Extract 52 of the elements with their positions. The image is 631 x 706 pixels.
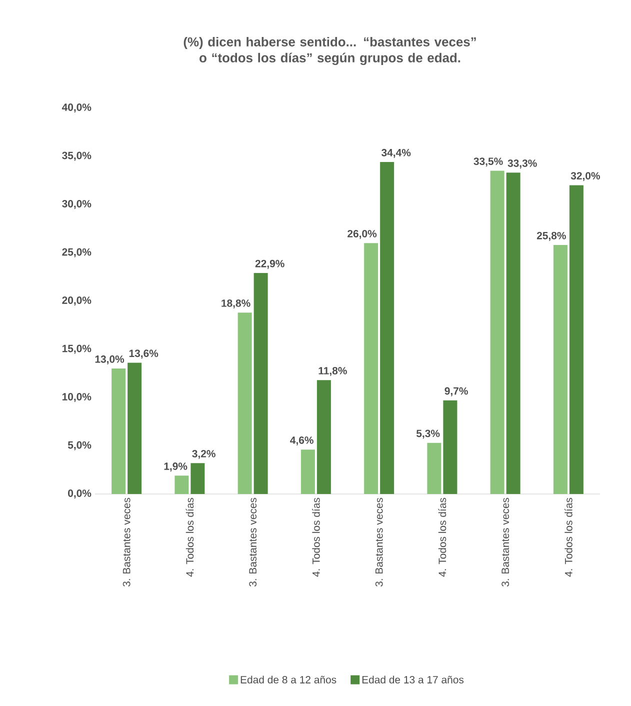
data-label: 1,9% bbox=[164, 462, 188, 472]
bar bbox=[238, 312, 252, 494]
bar bbox=[427, 442, 442, 494]
bar bbox=[300, 450, 315, 494]
bar bbox=[490, 170, 504, 494]
data-label: 33,3% bbox=[508, 160, 537, 168]
data-label: 25,8% bbox=[536, 232, 566, 241]
data-label: 26,0% bbox=[348, 230, 377, 239]
bar bbox=[112, 368, 126, 494]
data-label: 9,7% bbox=[444, 387, 468, 396]
x-tick-label: 3. Bastantes veces bbox=[502, 498, 510, 586]
y-tick-label: 30,0% bbox=[62, 200, 92, 209]
x-tick-label: 3. Bastantes veces bbox=[249, 498, 257, 586]
y-tick-label: 25,0% bbox=[62, 248, 92, 258]
data-label: 3,2% bbox=[192, 450, 216, 459]
y-tick-label: 40,0% bbox=[62, 104, 92, 112]
legend-label: Edad de 8 a 12 años bbox=[240, 676, 336, 684]
bar bbox=[443, 400, 458, 494]
data-label: 13,0% bbox=[95, 355, 124, 364]
y-tick-label: 5,0% bbox=[68, 441, 92, 450]
y-tick-label: 10,0% bbox=[62, 393, 92, 402]
bar bbox=[569, 185, 584, 494]
bar bbox=[553, 245, 568, 494]
data-label: 5,3% bbox=[416, 430, 440, 439]
y-tick-label: 15,0% bbox=[62, 344, 92, 354]
data-label: 4,6% bbox=[290, 436, 314, 446]
data-label: 22,9% bbox=[255, 260, 284, 269]
y-tick-label: 35,0% bbox=[62, 152, 92, 161]
bar bbox=[174, 476, 189, 494]
bar bbox=[506, 172, 520, 494]
x-tick-label: 3. Bastantes veces bbox=[375, 498, 383, 586]
data-label: 13,6% bbox=[129, 350, 158, 359]
data-label: 11,8% bbox=[318, 367, 347, 376]
data-label: 33,5% bbox=[474, 158, 503, 167]
data-label: 18,8% bbox=[222, 299, 250, 308]
bar bbox=[254, 273, 268, 494]
x-tick-label: 4. Todos los días bbox=[186, 498, 194, 577]
data-label: 32,0% bbox=[570, 172, 600, 182]
x-tick-label: 3. Bastantes veces bbox=[122, 498, 130, 586]
legend-label: Edad de 13 a 17 años bbox=[362, 676, 464, 684]
bar bbox=[128, 362, 142, 494]
y-tick-label: 0,0% bbox=[68, 490, 92, 498]
x-tick-label: 4. Todos los días bbox=[438, 498, 446, 577]
bar bbox=[316, 380, 331, 494]
data-label: 34,4% bbox=[381, 148, 411, 158]
bar bbox=[190, 463, 205, 494]
x-tick-label: 4. Todos los días bbox=[312, 498, 320, 577]
x-tick-label: 4. Todos los días bbox=[564, 498, 572, 577]
bar bbox=[364, 243, 378, 494]
y-tick-label: 20,0% bbox=[62, 296, 92, 306]
chart-title: (%) dicen haberse sentido... “bastantes veces” o “todos los días” según grupos de edad. bbox=[184, 36, 476, 66]
bar bbox=[380, 162, 394, 494]
